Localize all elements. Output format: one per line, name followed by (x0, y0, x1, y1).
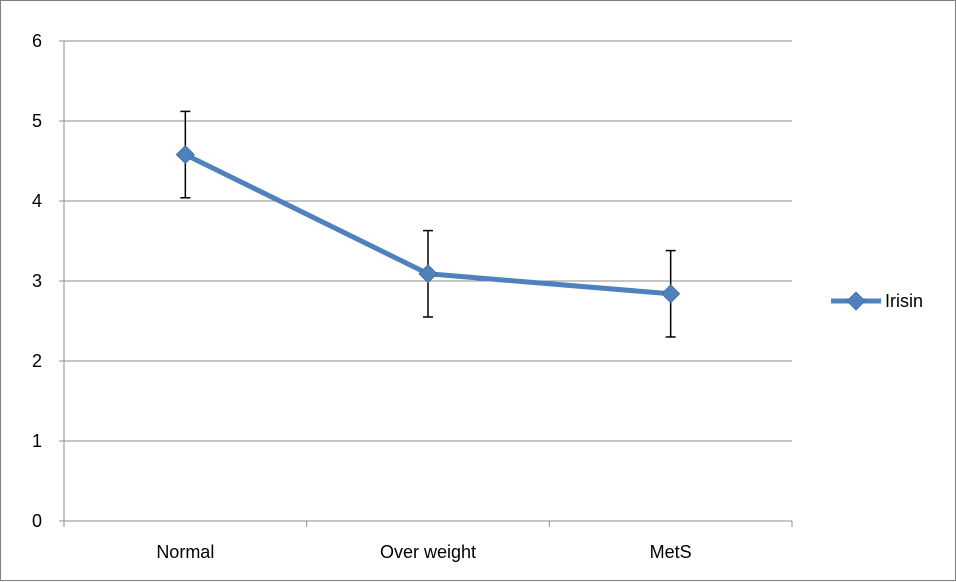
x-tick-label: Normal (156, 542, 214, 562)
y-tick-label: 0 (32, 511, 42, 531)
y-tick-label: 5 (32, 111, 42, 131)
legend-label: Irisin (885, 291, 923, 311)
x-tick-label: MetS (650, 542, 692, 562)
legend: Irisin (831, 291, 923, 311)
y-tick-label: 4 (32, 191, 42, 211)
error-bars (180, 110, 676, 338)
x-tick-label: Over weight (380, 542, 476, 562)
y-tick-label: 6 (32, 31, 42, 51)
data-point-marker (661, 284, 681, 304)
legend-marker-swatch (846, 291, 866, 311)
data-point-marker (418, 264, 438, 284)
axes (59, 40, 793, 527)
x-tick-labels: Normal Over weight MetS (156, 542, 691, 562)
series-markers (175, 145, 681, 304)
y-tick-label: 2 (32, 351, 42, 371)
data-point-marker (175, 145, 195, 165)
y-tick-label: 1 (32, 431, 42, 451)
y-tick-label: 3 (32, 271, 42, 291)
y-tick-labels: 0 1 2 3 4 5 6 (32, 31, 42, 531)
